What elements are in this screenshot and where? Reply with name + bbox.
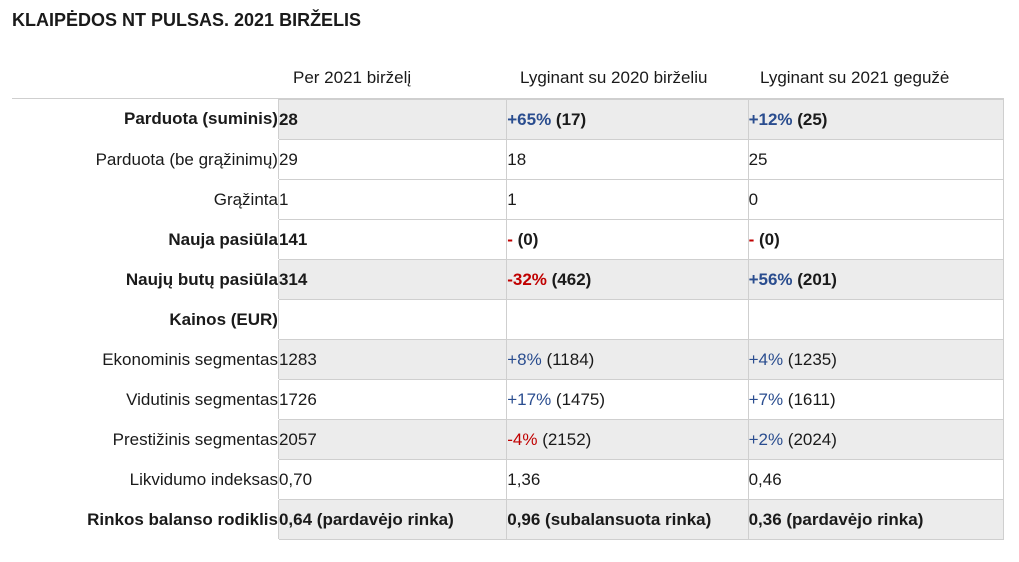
row-label: Prestižinis segmentas <box>12 419 279 460</box>
cell-vs-last-year: - (0) <box>506 219 749 260</box>
cell-current: 28 <box>277 99 508 140</box>
comparison-value: (462) <box>546 269 592 289</box>
row-label: Ekonominis segmentas <box>12 339 279 380</box>
comparison-value: (25) <box>792 109 828 129</box>
cell-current: 314 <box>277 259 508 300</box>
comparison-value: (1184) <box>541 349 595 369</box>
change-value: +2% <box>748 429 784 449</box>
table-row: Nauja pasiūla 141- (0) - (0) <box>12 219 1005 260</box>
cell-current: 0,70 <box>277 459 508 500</box>
cell-vs-last-year: -4% (2152) <box>506 419 749 460</box>
change-value: +7% <box>748 389 784 409</box>
change-value: +17% <box>507 389 552 409</box>
column-header-current: Per 2021 birželį <box>293 68 412 87</box>
cell-vs-last-month: +56% (201) <box>747 259 1005 300</box>
row-label: Parduota (suminis) <box>12 99 279 140</box>
cell-vs-last-year: +8% (1184) <box>506 339 749 380</box>
table-row: Prestižinis segmentas 2057 -4% (2152) +2% (… <box>12 419 1005 460</box>
comparison-value: (2152) <box>537 429 592 449</box>
table-row: Likvidumo indeksas 0,70 1,36 0,46 <box>12 459 1005 500</box>
cell-vs-last-year <box>506 299 749 340</box>
change-value: - <box>507 229 513 249</box>
change-value: - <box>748 229 755 249</box>
table-row: Parduota (be grąžinimų) 29 18 25 <box>12 139 1005 180</box>
cell-vs-last-year: -32% (462) <box>506 259 749 300</box>
change-value: +56% <box>748 269 793 289</box>
comparison-value: (0) <box>512 229 539 249</box>
cell-vs-last-month: 0,46 <box>747 459 1005 500</box>
comparison-value: (17) <box>551 109 587 129</box>
table-row: Parduota (suminis) 28 +65% (17) +12% (25) <box>12 99 1005 140</box>
table-row: Ekonominis segmentas 1283 +8% (1184) +4% (1… <box>12 339 1005 380</box>
cell-vs-last-month: +2% (2024) <box>747 419 1005 460</box>
change-value: +12% <box>748 109 793 129</box>
column-header-vs-last-month: Lyginant su 2021 gegužė <box>760 68 950 87</box>
cell-current: 1283 <box>277 339 508 380</box>
comparison-value: 25 <box>748 149 768 169</box>
change-value: +65% <box>507 109 552 129</box>
row-label: Grąžinta <box>12 179 279 220</box>
comparison-value: (1235) <box>783 349 837 369</box>
cell-vs-last-year: +17% (1475) <box>506 379 749 420</box>
cell-vs-last-month: +4% (1235) <box>747 339 1005 380</box>
cell-current: 1726 <box>277 379 508 420</box>
column-header-vs-last-year: Lyginant su 2020 birželiu <box>520 68 708 87</box>
row-label: Naujų butų pasiūla <box>12 259 279 300</box>
cell-vs-last-month: 25 <box>747 139 1005 180</box>
comparison-value: 0,36 (pardavėjo rinka) <box>748 509 924 529</box>
cell-vs-last-month: 0,36 (pardavėjo rinka) <box>747 499 1005 540</box>
cell-vs-last-year: 0,96 (subalansuota rinka) <box>506 499 749 540</box>
comparison-value: (1611) <box>783 389 836 409</box>
row-label: Likvidumo indeksas <box>12 459 279 500</box>
change-value: -32% <box>507 269 547 289</box>
change-value: +4% <box>748 349 784 369</box>
row-label: Rinkos balanso rodiklis <box>12 499 279 540</box>
cell-current: 2057 <box>277 419 508 460</box>
table-row: Naujų butų pasiūla 314 -32% (462) +56% (201… <box>12 259 1005 300</box>
cell-vs-last-year: 18 <box>506 139 749 180</box>
comparison-value: (0) <box>754 229 780 249</box>
cell-current: 1 <box>277 179 508 220</box>
comparison-value: 0 <box>748 189 759 209</box>
cell-vs-last-month: 0 <box>747 179 1005 220</box>
table-row: Kainos (EUR) <box>12 299 1005 340</box>
cell-current <box>277 299 508 340</box>
change-value: -4% <box>507 429 538 449</box>
comparison-value: (1475) <box>551 389 606 409</box>
cell-vs-last-month <box>747 299 1005 340</box>
cell-vs-last-year: +65% (17) <box>506 99 749 140</box>
table-row: Grąžinta 1 1 0 <box>12 179 1005 220</box>
cell-vs-last-month: +7% (1611) <box>747 379 1005 420</box>
change-value: +8% <box>507 349 542 369</box>
comparison-value: 0,96 (subalansuota rinka) <box>507 509 712 529</box>
table-header: Per 2021 birželį Lyginant su 2020 biržel… <box>12 58 1004 99</box>
row-label: Kainos (EUR) <box>12 299 279 340</box>
comparison-value: (2024) <box>783 429 837 449</box>
cell-vs-last-year: 1 <box>506 179 749 220</box>
cell-current: 29 <box>277 139 508 180</box>
comparison-value: 18 <box>507 149 527 169</box>
table-row: Rinkos balanso rodiklis 0,64 (pardavėjo r… <box>12 499 1005 540</box>
comparison-value: (201) <box>792 269 837 289</box>
row-label: Parduota (be grąžinimų) <box>12 139 279 180</box>
table-row: Vidutinis segmentas 1726 +17% (1475) +7% (1… <box>12 379 1005 420</box>
cell-vs-last-month: - (0) <box>747 219 1005 260</box>
comparison-value: 1,36 <box>507 469 541 489</box>
cell-current: 141 <box>277 219 508 260</box>
cell-current: 0,64 (pardavėjo rinka) <box>277 499 508 540</box>
comparison-value: 1 <box>507 189 517 209</box>
stats-table: Parduota (suminis) 28 +65% (17) +12% (25) Pa… <box>12 99 1005 540</box>
cell-vs-last-year: 1,36 <box>506 459 749 500</box>
cell-vs-last-month: +12% (25) <box>747 99 1005 140</box>
comparison-value: 0,46 <box>748 469 782 489</box>
row-label: Nauja pasiūla <box>12 219 279 260</box>
row-label: Vidutinis segmentas <box>12 379 279 420</box>
page-title: KLAIPĖDOS NT PULSAS. 2021 BIRŽELIS <box>12 10 362 30</box>
